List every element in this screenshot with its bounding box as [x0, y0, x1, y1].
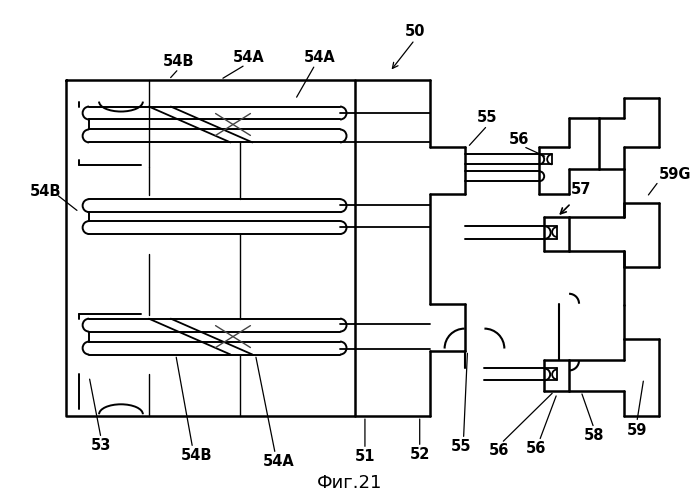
Text: Фиг.21: Фиг.21 [317, 474, 383, 492]
Text: 59G: 59G [659, 167, 691, 182]
Text: 55: 55 [477, 110, 498, 125]
Text: 56: 56 [509, 132, 529, 147]
Text: 54A: 54A [262, 453, 294, 469]
Text: 54B: 54B [163, 54, 195, 69]
Text: 55: 55 [452, 439, 472, 453]
Text: 52: 52 [410, 447, 430, 461]
Text: 51: 51 [355, 449, 375, 463]
Text: 54A: 54A [304, 50, 336, 65]
Text: 59: 59 [626, 423, 647, 438]
Text: 54A: 54A [232, 50, 265, 65]
Text: 54B: 54B [181, 448, 212, 462]
Text: 56: 56 [526, 441, 547, 455]
Text: 58: 58 [584, 428, 604, 443]
Text: 57: 57 [570, 182, 592, 197]
Text: 54B: 54B [29, 184, 61, 199]
Text: 56: 56 [489, 443, 510, 457]
Text: 53: 53 [91, 438, 111, 453]
Text: 50: 50 [405, 24, 425, 40]
